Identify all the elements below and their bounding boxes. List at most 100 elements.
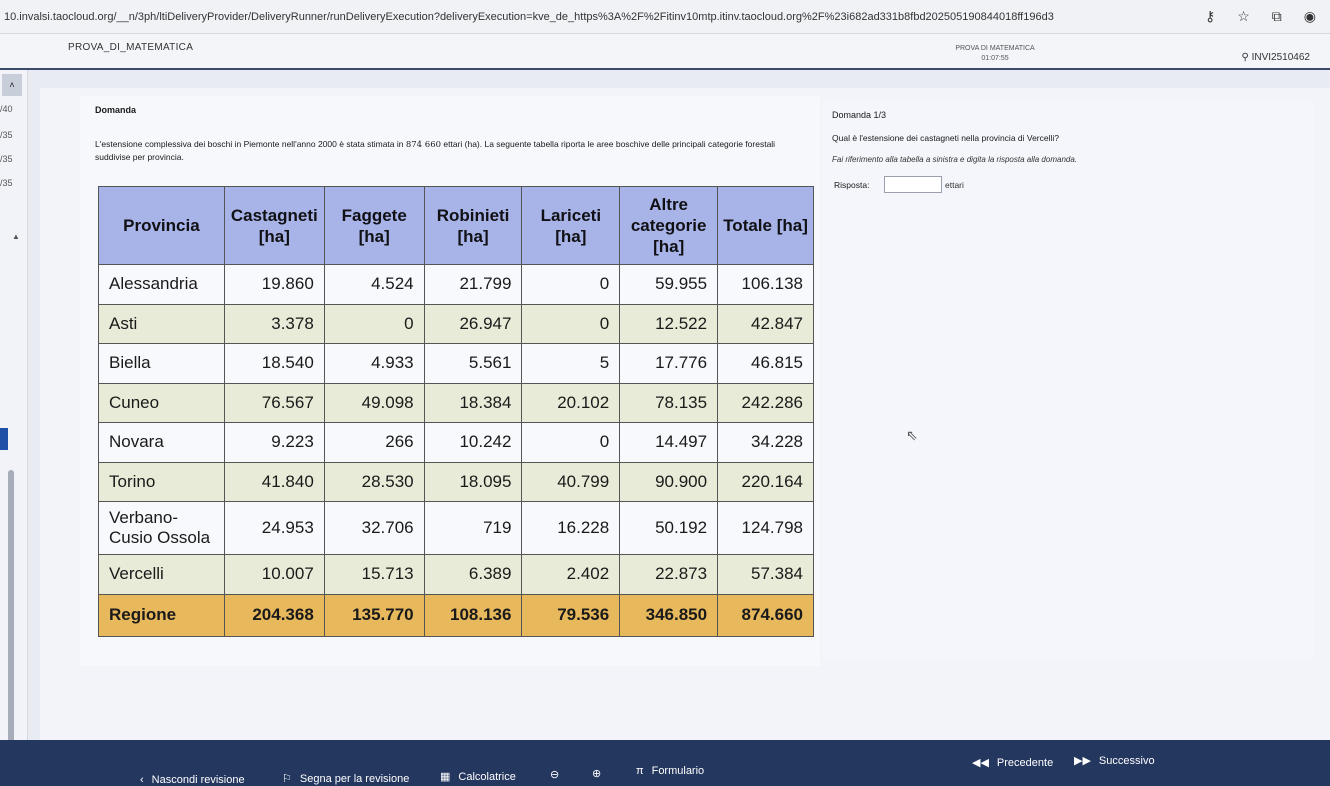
value-cell: 0	[521, 422, 621, 463]
province-cell: Asti	[98, 303, 225, 344]
formulas-label: Formulario	[651, 765, 705, 777]
table-row: Torino 41.840 28.530 18.095 40.799 90.900 220.…	[98, 461, 814, 502]
bottom-toolbar: ‹ Nascondi revisione ⚐ Segna per la revi…	[0, 740, 1330, 786]
column-header: Lariceti [ha]	[521, 186, 621, 265]
value-cell: 3.378	[223, 303, 325, 344]
scroll-up-icon[interactable]: ▲	[12, 232, 20, 241]
total-label-cell: Regione	[98, 593, 225, 637]
calculator-icon: ▦	[440, 771, 451, 783]
chevron-left-icon: ‹	[140, 774, 144, 786]
profile-icon[interactable]: ◉	[1303, 8, 1316, 24]
browser-address-bar[interactable]: 10.invalsi.taocloud.org/__n/3ph/ltiDeliv…	[0, 0, 1330, 34]
province-cell: Verbano-Cusio Ossola	[98, 501, 225, 555]
pi-icon: π	[636, 765, 644, 777]
column-header: Provincia	[98, 186, 225, 265]
flag-review-button[interactable]: ⚐ Segna per la revisione	[282, 772, 410, 786]
value-cell: 21.799	[423, 264, 523, 305]
star-icon[interactable]: ☆	[1237, 8, 1250, 24]
total-value-cell: 346.850	[619, 593, 719, 637]
column-header: Faggete [ha]	[323, 186, 425, 265]
next-button[interactable]: ▶▶ Successivo	[1074, 754, 1155, 768]
value-cell: 719	[423, 501, 523, 555]
nav-item-3[interactable]: /35	[0, 154, 13, 164]
value-cell: 49.098	[323, 382, 425, 423]
next-label: Successivo	[1098, 754, 1155, 767]
hide-review-label: Nascondi revisione	[151, 774, 245, 786]
flag-review-label: Segna per la revisione	[299, 772, 410, 785]
question-navigator: ˄ /40 /35 /35 /35 ▲ ▼	[0, 70, 28, 761]
table-row: Verbano-Cusio Ossola 24.953 32.706 719 16.22…	[98, 501, 814, 555]
column-header: Castagneti [ha]	[223, 186, 325, 265]
nav-item-1[interactable]: /40	[0, 104, 13, 114]
province-cell: Vercelli	[98, 554, 225, 595]
value-cell: 28.530	[323, 461, 425, 502]
answer-label: Risposta:	[834, 180, 870, 190]
table-row: Cuneo 76.567 49.098 18.384 20.102 78.135 242.2…	[98, 382, 814, 423]
navigator-scrollbar[interactable]	[8, 470, 14, 748]
value-cell: 5	[521, 343, 621, 384]
previous-icon: ◀◀	[972, 757, 989, 769]
nav-item-4[interactable]: /35	[0, 178, 13, 188]
province-cell: Biella	[98, 343, 225, 384]
value-cell: 34.228	[717, 422, 814, 463]
nav-item-2[interactable]: /35	[0, 130, 13, 140]
url-text[interactable]: 10.invalsi.taocloud.org/__n/3ph/ltiDeliv…	[4, 10, 1054, 23]
value-cell: 59.955	[619, 264, 719, 305]
value-cell: 18.095	[423, 461, 523, 502]
total-value-cell: 874.660	[717, 593, 814, 637]
value-cell: 0	[521, 303, 621, 344]
value-cell: 10.007	[223, 554, 325, 595]
table-row: Biella 18.540 4.933 5.561 5 17.776 46.815	[98, 343, 814, 384]
value-cell: 17.776	[619, 343, 719, 384]
value-cell: 2.402	[521, 554, 621, 595]
question-label: Domanda	[95, 105, 137, 115]
value-cell: 18.384	[423, 382, 523, 423]
value-cell: 5.561	[423, 343, 523, 384]
zoom-out-button[interactable]: ⊖	[550, 768, 559, 781]
answer-unit: ettari	[945, 180, 964, 190]
value-cell: 46.815	[717, 343, 814, 384]
answer-card	[822, 100, 1314, 660]
calculator-button[interactable]: ▦ Calcolatrice	[440, 770, 516, 784]
formulas-button[interactable]: π Formulario	[636, 765, 704, 777]
value-cell: 14.497	[619, 422, 719, 463]
app-header: PROVA_DI_MATEMATICA PROVA DI MATEMATICA …	[0, 34, 1330, 70]
key-icon[interactable]: ⚷	[1204, 8, 1216, 24]
user-code: ⚲ INVI2510462	[1242, 52, 1311, 63]
value-cell: 24.953	[223, 501, 325, 555]
value-cell: 90.900	[619, 461, 719, 502]
answer-input[interactable]	[884, 176, 942, 193]
value-cell: 220.164	[717, 461, 814, 502]
zoom-in-icon: ⊕	[592, 768, 602, 780]
intro-value: 874 660	[405, 140, 442, 150]
value-cell: 0	[521, 264, 621, 305]
user-code-text: INVI2510462	[1251, 52, 1310, 63]
current-question-marker	[0, 428, 8, 450]
zoom-in-button[interactable]: ⊕	[592, 767, 601, 780]
question-counter: Domanda 1/3	[832, 110, 887, 120]
next-icon: ▶▶	[1074, 755, 1091, 767]
intro-text-before: L'estensione complessiva dei boschi in P…	[95, 139, 406, 149]
table-row: Asti 3.378 0 26.947 0 12.522 42.847	[98, 303, 814, 344]
value-cell: 18.540	[223, 343, 325, 384]
previous-button[interactable]: ◀◀ Precedente	[972, 756, 1053, 770]
table-row: Vercelli 10.007 15.713 6.389 2.402 22.873 57.3…	[98, 554, 814, 595]
value-cell: 106.138	[717, 264, 814, 305]
value-cell: 50.192	[619, 501, 719, 555]
timer-label: PROVA DI MATEMATICA	[955, 45, 1035, 52]
value-cell: 4.933	[323, 343, 425, 384]
value-cell: 0	[323, 303, 425, 344]
value-cell: 15.713	[323, 554, 425, 595]
timer: PROVA DI MATEMATICA 01:07:55	[940, 44, 1050, 64]
hide-review-button[interactable]: ‹ Nascondi revisione	[140, 774, 245, 786]
value-cell: 41.840	[223, 461, 325, 502]
province-cell: Torino	[98, 461, 225, 502]
value-cell: 57.384	[717, 554, 814, 595]
forest-table: Provincia Castagneti [ha] Faggete [ha] R…	[98, 186, 814, 637]
total-value-cell: 204.368	[223, 593, 325, 637]
extensions-icon[interactable]: ⧉	[1271, 8, 1282, 24]
intro-text-after: ettari (ha). La seguente tabella riporta…	[95, 139, 776, 162]
value-cell: 22.873	[619, 554, 719, 595]
collapse-up-icon[interactable]: ˄	[2, 74, 22, 96]
total-value-cell: 79.536	[521, 593, 621, 637]
